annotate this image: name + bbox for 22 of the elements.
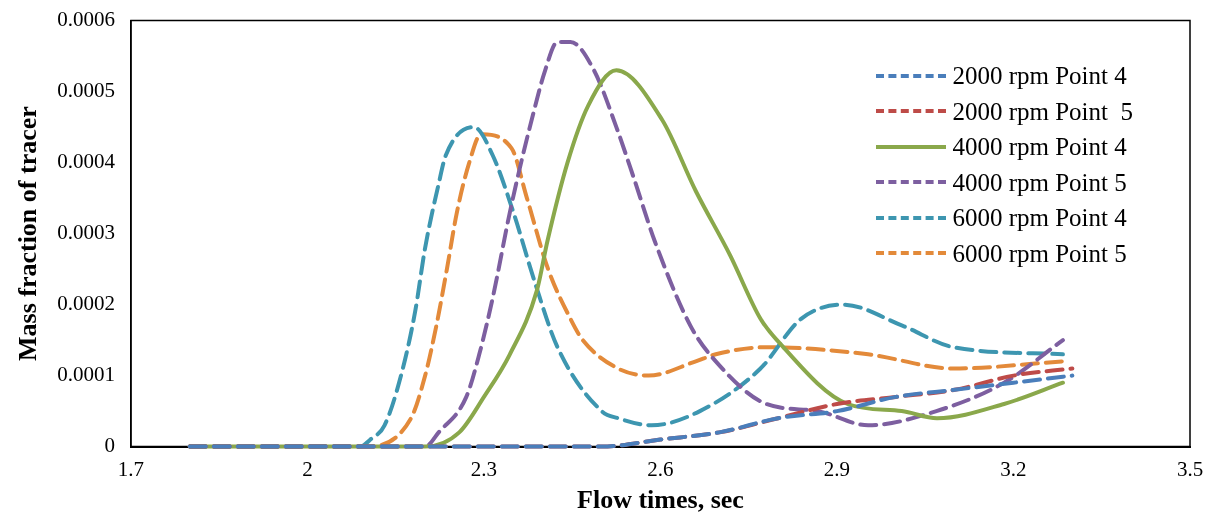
y-tick-label: 0.0003 xyxy=(57,220,115,245)
y-tick-label: 0.0002 xyxy=(57,291,115,316)
y-tick-label: 0.0001 xyxy=(57,362,115,387)
x-tick-label: 3.5 xyxy=(1176,456,1204,481)
y-tick-label: 0.0005 xyxy=(57,78,115,103)
legend-label: 6000 rpm Point 4 xyxy=(952,203,1127,233)
x-tick-label: 2.6 xyxy=(647,456,674,481)
x-tick-label: 1.7 xyxy=(117,456,145,481)
x-axis-title: Flow times, sec xyxy=(577,485,744,515)
x-tick-label: 2.9 xyxy=(823,456,851,481)
legend-label: 2000 rpm Point 4 xyxy=(952,61,1127,91)
x-tick-label: 2.3 xyxy=(470,456,498,481)
x-tick-label: 3.2 xyxy=(1000,456,1027,481)
x-tick-label: 2 xyxy=(302,456,313,481)
y-tick-label: 0.0004 xyxy=(57,149,116,174)
y-tick-label: 0 xyxy=(104,433,115,458)
legend-label: 4000 rpm Point 4 xyxy=(952,132,1127,162)
y-tick-label: 0.0006 xyxy=(57,7,115,32)
legend-label: 4000 rpm Point 5 xyxy=(952,167,1127,198)
legend-label: 2000 rpm Point 5 xyxy=(952,96,1133,127)
legend-label: 6000 rpm Point 5 xyxy=(952,238,1127,269)
y-axis-title: Mass fraction of tracer xyxy=(13,106,43,362)
